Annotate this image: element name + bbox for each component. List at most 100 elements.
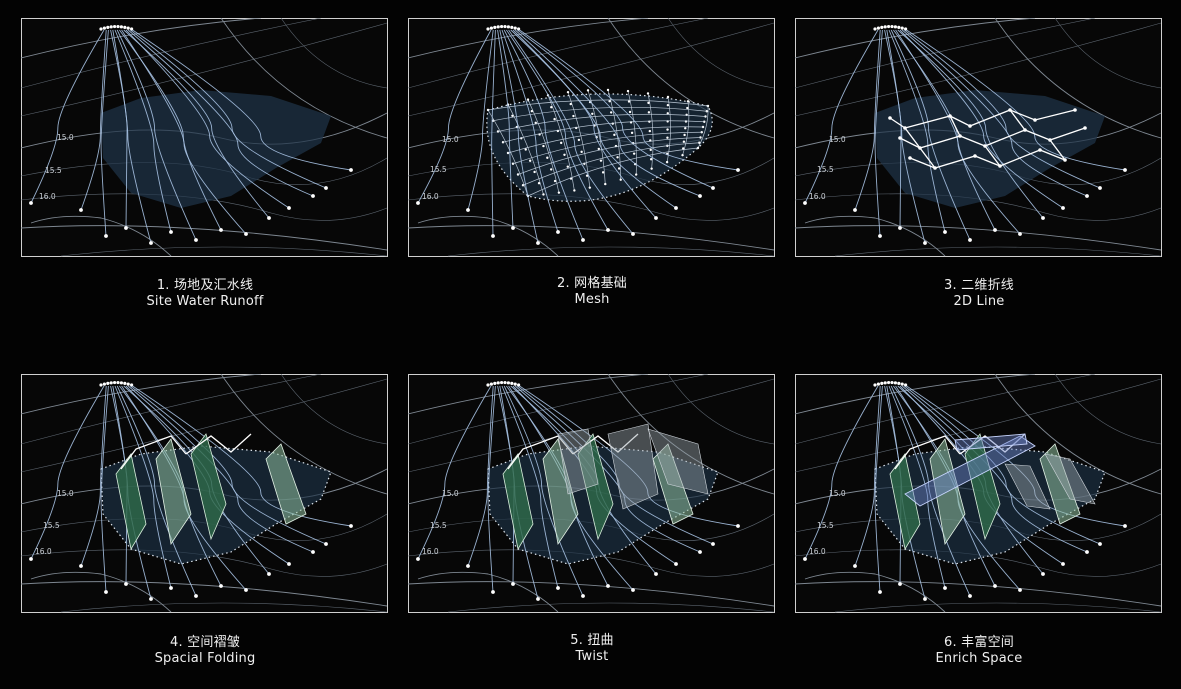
drain-node (513, 26, 517, 30)
contour-line (408, 193, 775, 221)
runoff-outlet-node (194, 238, 198, 242)
runoff-line (503, 385, 584, 597)
runoff-line (417, 385, 492, 560)
drain-node (123, 381, 127, 385)
mesh-node (646, 92, 650, 95)
folded-surface (964, 433, 1001, 541)
contour-line (408, 549, 775, 577)
runoff-outlet-node (324, 186, 328, 190)
drain-node (126, 382, 130, 386)
site-water-runoff-diagram: 15.0 15.5 16.0 (21, 18, 388, 257)
runoff-line (517, 29, 714, 189)
runoff-outlet-node (244, 588, 248, 592)
contour-line (417, 571, 559, 613)
fold-tie (919, 147, 936, 169)
panel-2d-line: 15.0 15.5 16.0 (795, 18, 1163, 258)
contour-line (30, 571, 172, 613)
runoff-line (893, 29, 996, 231)
runoff-line (854, 29, 881, 211)
runoff-line (130, 29, 327, 189)
contour-line (21, 374, 322, 445)
runoff-line (127, 385, 314, 553)
runoff-outlet-node (149, 241, 153, 245)
mesh-node (650, 167, 653, 170)
mesh-node (684, 127, 687, 130)
contour-line (994, 374, 1162, 495)
2d-fold-lines (888, 108, 1087, 170)
contour-line (994, 18, 1162, 139)
contour-line (804, 215, 946, 257)
mesh-node (553, 117, 556, 121)
runoff-line (517, 385, 714, 545)
drain-node (486, 27, 490, 31)
runoff-line (508, 29, 634, 235)
mesh-node (597, 147, 600, 151)
fold-tie (1049, 139, 1066, 161)
runoff-line (874, 29, 883, 237)
caption-twist: 5. 扭曲 Twist (409, 633, 775, 665)
runoff-outlet-node (968, 594, 972, 598)
mesh-node (546, 156, 549, 159)
mesh-node (586, 89, 590, 92)
runoff-line (123, 29, 270, 219)
contour-line (804, 571, 946, 613)
contour-line (795, 378, 1162, 473)
runoff-outlet-node (878, 590, 882, 594)
contour-line (408, 18, 649, 59)
enrich-space-diagram: 15.0 15.5 16.0 (795, 374, 1162, 613)
runoff-outlet-node (491, 590, 495, 594)
runoff-outlet-node (698, 194, 702, 198)
spacial-folding-diagram: 15.0 15.5 16.0 (21, 374, 388, 613)
mesh-node (606, 88, 610, 92)
mesh-node (666, 95, 670, 99)
caption-2d-line: 3. 二维折线 2D Line (796, 278, 1162, 310)
runoff-outlet-node (1061, 206, 1065, 210)
runoff-outlet-node (169, 230, 173, 234)
runoff-line (512, 29, 677, 209)
runoff-outlet-node (169, 586, 173, 590)
caption-cn: 6. 丰富空间 (944, 635, 1014, 650)
runoff-lines (803, 24, 1127, 245)
contour-line (220, 18, 388, 139)
contour-line (795, 549, 1162, 577)
elevation-label-15-0: 15.0 (829, 135, 846, 144)
elevation-label-16-0: 16.0 (422, 547, 439, 556)
mesh-node (649, 148, 652, 152)
drain-node (496, 25, 500, 29)
contour-line (408, 18, 709, 89)
panel-site-water-runoff: 15.0 15.5 16.0 (21, 18, 389, 258)
mesh-node (682, 147, 685, 150)
twisted-surface (607, 423, 659, 510)
mesh-node (557, 191, 561, 194)
runoff-outlet-node (923, 597, 927, 601)
twist-diagram: 15.0 15.5 16.0 (408, 374, 775, 613)
mesh-line (666, 96, 671, 163)
mesh-node (559, 141, 563, 145)
elevation-label-15-0: 15.0 (829, 489, 846, 498)
mesh-line (682, 101, 690, 156)
contour-line (795, 581, 1162, 607)
elevation-label-16-0: 16.0 (422, 192, 439, 201)
contour-line (21, 22, 388, 117)
fold-tie (904, 127, 921, 149)
runoff-outlet-node (993, 228, 997, 232)
caption-spacial-folding: 4. 空间褶皱 Spacial Folding (22, 635, 388, 667)
drain-node (106, 25, 110, 29)
fold-frame (507, 435, 574, 470)
twisted-surface (647, 428, 709, 495)
runoff-outlet-node (1018, 588, 1022, 592)
elevation-label-15-5: 15.5 (43, 521, 60, 530)
contour-line (795, 374, 1036, 415)
mesh-node (566, 90, 570, 94)
mesh-node (530, 109, 534, 113)
drain-node (500, 24, 504, 29)
drain-node (887, 24, 891, 29)
caption-enrich-space: 6. 丰富空间 Enrich Space (796, 635, 1162, 667)
runoff-outlet-node (491, 234, 495, 238)
contour-line (795, 225, 1162, 251)
contour-line (408, 581, 775, 607)
mesh-node (666, 112, 669, 115)
elevation-label-15-5: 15.5 (817, 165, 834, 174)
runoff-outlet-node (1018, 232, 1022, 236)
runoff-outlet-node (466, 564, 470, 568)
